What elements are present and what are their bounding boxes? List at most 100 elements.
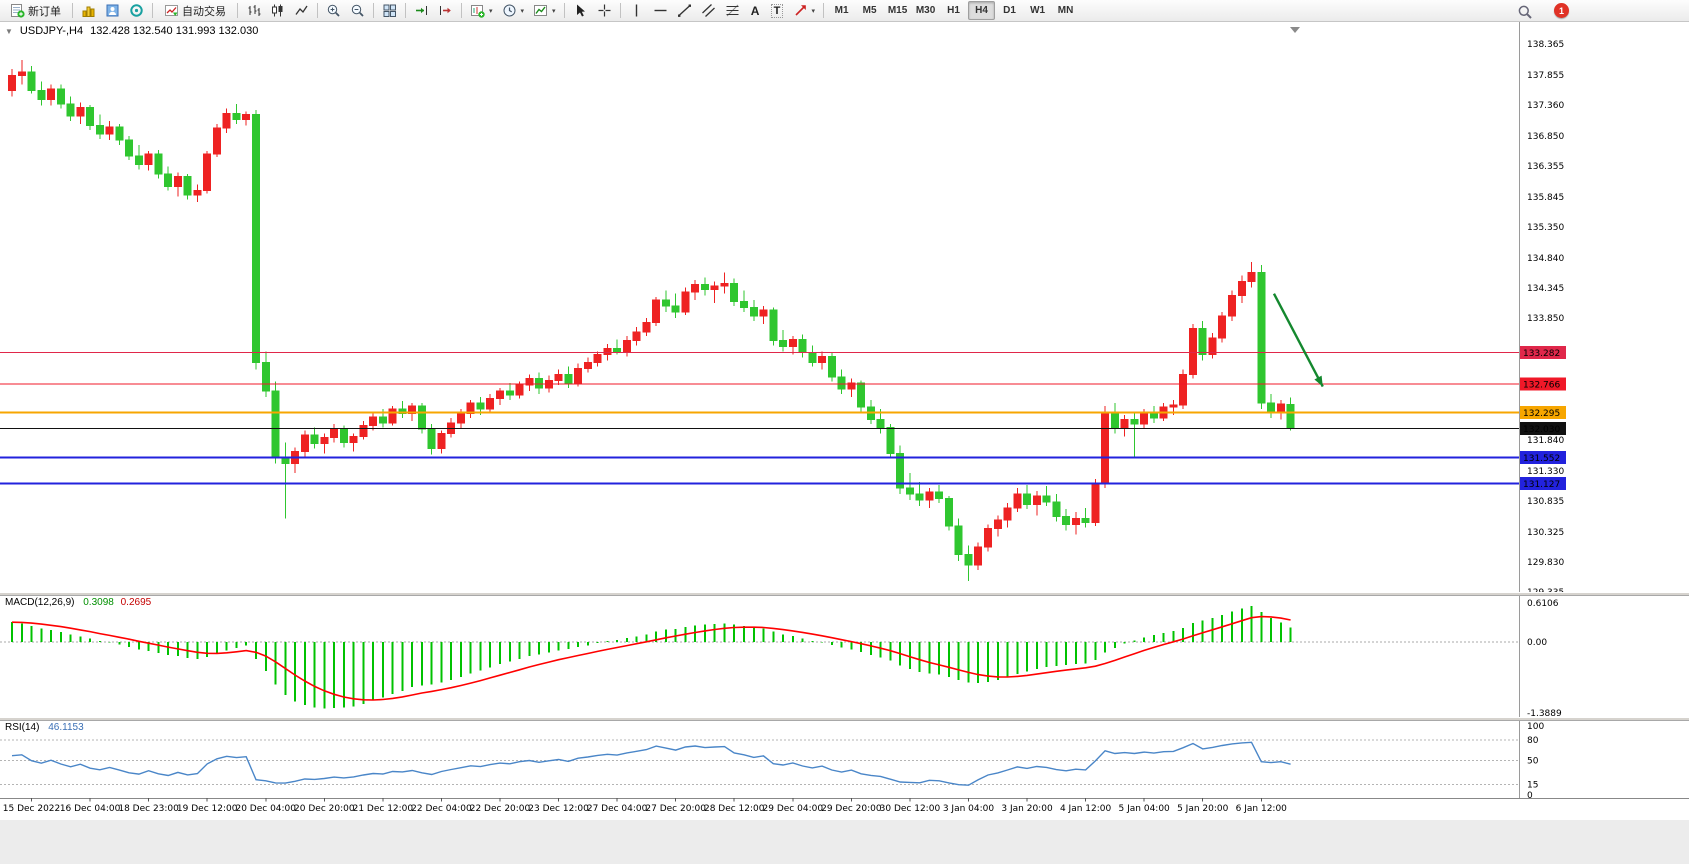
candle-body <box>944 497 953 527</box>
clock-icon <box>503 4 516 17</box>
chart-shift-button[interactable] <box>434 1 457 20</box>
timeframe-w1-button[interactable]: W1 <box>1024 1 1051 20</box>
candle-body <box>1208 337 1217 355</box>
timeframe-m30-button[interactable]: M30 <box>912 1 939 20</box>
vertical-line-icon <box>635 4 637 17</box>
candle-body <box>769 309 778 341</box>
crosshair-tool-button[interactable] <box>593 1 616 20</box>
chart-shift-icon <box>440 6 451 15</box>
toolbar-separator <box>461 3 462 18</box>
text-tool-icon: A <box>750 3 760 18</box>
new-chart-button[interactable]: ▾ <box>466 1 497 20</box>
chart-shift-marker[interactable] <box>1290 27 1300 33</box>
charts-window-button[interactable] <box>77 1 100 20</box>
tile-windows-button[interactable] <box>378 1 401 20</box>
time-axis-label: 28 Dec 12:00 <box>704 804 765 814</box>
auto-scroll-button[interactable] <box>410 1 433 20</box>
candle-body <box>66 103 75 117</box>
one-click-trading-toggle[interactable]: ▼ <box>5 26 13 36</box>
arrow-object[interactable] <box>1272 293 1324 388</box>
candle-body <box>818 355 827 363</box>
auto-scroll-icon <box>416 6 427 15</box>
panel-splitter[interactable] <box>0 592 1689 596</box>
fibonacci-tool-button[interactable] <box>721 1 744 20</box>
chart-canvas[interactable]: 133.282 132.766 132.295 131.552 131.127 132.0… <box>0 22 1689 864</box>
candle-body <box>974 546 983 566</box>
text-label-tool-icon: T <box>770 3 784 18</box>
toolbar-separator <box>373 3 374 18</box>
text-label-tool-button[interactable]: T <box>767 1 788 20</box>
time-axis-label: 20 Dec 20:00 <box>294 804 355 814</box>
candle-body <box>242 114 251 121</box>
price-badge-label: 132.295 <box>1523 409 1560 419</box>
candle-body <box>1179 373 1188 406</box>
candle-body <box>1218 315 1227 339</box>
time-axis-label: 5 Jan 20:00 <box>1177 804 1229 814</box>
toolbar-separator <box>619 3 621 18</box>
candle-body <box>222 112 231 129</box>
periods-dropdown[interactable]: ▾ <box>498 1 529 20</box>
new-order-label: 新订单 <box>28 5 61 18</box>
zoom-in-button[interactable] <box>322 1 345 20</box>
indicators-icon <box>534 5 548 16</box>
macd-name: MACD(12,26,9) <box>5 597 75 608</box>
timeframe-mn-button[interactable]: MN <box>1052 1 1079 20</box>
timeframe-h1-button[interactable]: H1 <box>940 1 967 20</box>
candle-body <box>525 378 534 386</box>
candle-body <box>427 428 436 449</box>
macd-indicator-label: MACD(12,26,9) 0.3098 0.2695 <box>5 597 151 608</box>
candle-body <box>183 176 192 196</box>
timeframe-m1-button[interactable]: M1 <box>828 1 855 20</box>
candle-body <box>271 390 280 459</box>
profiles-button[interactable] <box>101 1 124 20</box>
bar-chart-type-button[interactable] <box>242 1 265 20</box>
candlestick-chart-type-button[interactable] <box>266 1 289 20</box>
autotrading-button[interactable]: 自动交易 <box>157 1 233 20</box>
candle-body <box>125 139 134 157</box>
notification-badge[interactable]: 1 <box>1554 3 1569 18</box>
candle-body <box>134 155 143 165</box>
text-tool-button[interactable]: A <box>745 1 766 20</box>
time-axis-label: 18 Dec 23:00 <box>118 804 179 814</box>
horizontal-line-tool-button[interactable] <box>649 1 672 20</box>
price-axis[interactable]: 138.365 137.855 137.360 136.850 136.355 135.8… <box>1519 22 1565 798</box>
zoom-in-icon <box>327 4 340 17</box>
rsi-axis-label: 15 <box>1527 781 1538 791</box>
timeframe-d1-button[interactable]: D1 <box>996 1 1023 20</box>
zoom-out-button[interactable] <box>346 1 369 20</box>
candle-body <box>1169 404 1178 408</box>
line-chart-icon <box>295 5 308 15</box>
price-badge-label: 131.552 <box>1523 454 1560 464</box>
timeframe-m5-button[interactable]: M5 <box>856 1 883 20</box>
channel-tool-button[interactable] <box>697 1 720 20</box>
candle-body <box>115 126 124 141</box>
candle-body <box>1149 412 1158 419</box>
new-order-button[interactable]: 新订单 <box>3 1 68 20</box>
search-button[interactable] <box>1513 2 1537 21</box>
line-chart-type-button[interactable] <box>290 1 313 20</box>
rsi-axis-label: 0 <box>1527 791 1533 801</box>
panel-splitter[interactable] <box>0 717 1689 721</box>
macd-axis-label: -1.3889 <box>1527 709 1562 719</box>
timeframe-m15-button[interactable]: M15 <box>884 1 911 20</box>
candle-body <box>564 373 573 384</box>
ohlc-values: 132.428 132.540 131.993 132.030 <box>90 25 259 37</box>
indicators-dropdown[interactable]: ▾ <box>529 1 560 20</box>
trendline-tool-button[interactable] <box>673 1 696 20</box>
candle-body <box>1237 281 1246 297</box>
community-button[interactable] <box>125 1 148 20</box>
arrows-tool-dropdown[interactable]: ▾ <box>789 1 820 20</box>
candle-body <box>691 284 700 293</box>
candle-body <box>1071 517 1080 525</box>
chart-background <box>0 22 1689 820</box>
timeframe-h4-button[interactable]: H4 <box>968 1 996 20</box>
cursor-tool-button[interactable] <box>569 1 592 20</box>
vertical-line-tool-button[interactable] <box>625 1 648 20</box>
candle-body <box>740 301 748 309</box>
toolbar-separator <box>237 3 238 18</box>
time-axis-label: 23 Dec 12:00 <box>528 804 589 814</box>
toolbar-separator <box>823 3 825 18</box>
price-axis-label: 137.360 <box>1527 101 1564 111</box>
candle-body <box>749 307 758 317</box>
